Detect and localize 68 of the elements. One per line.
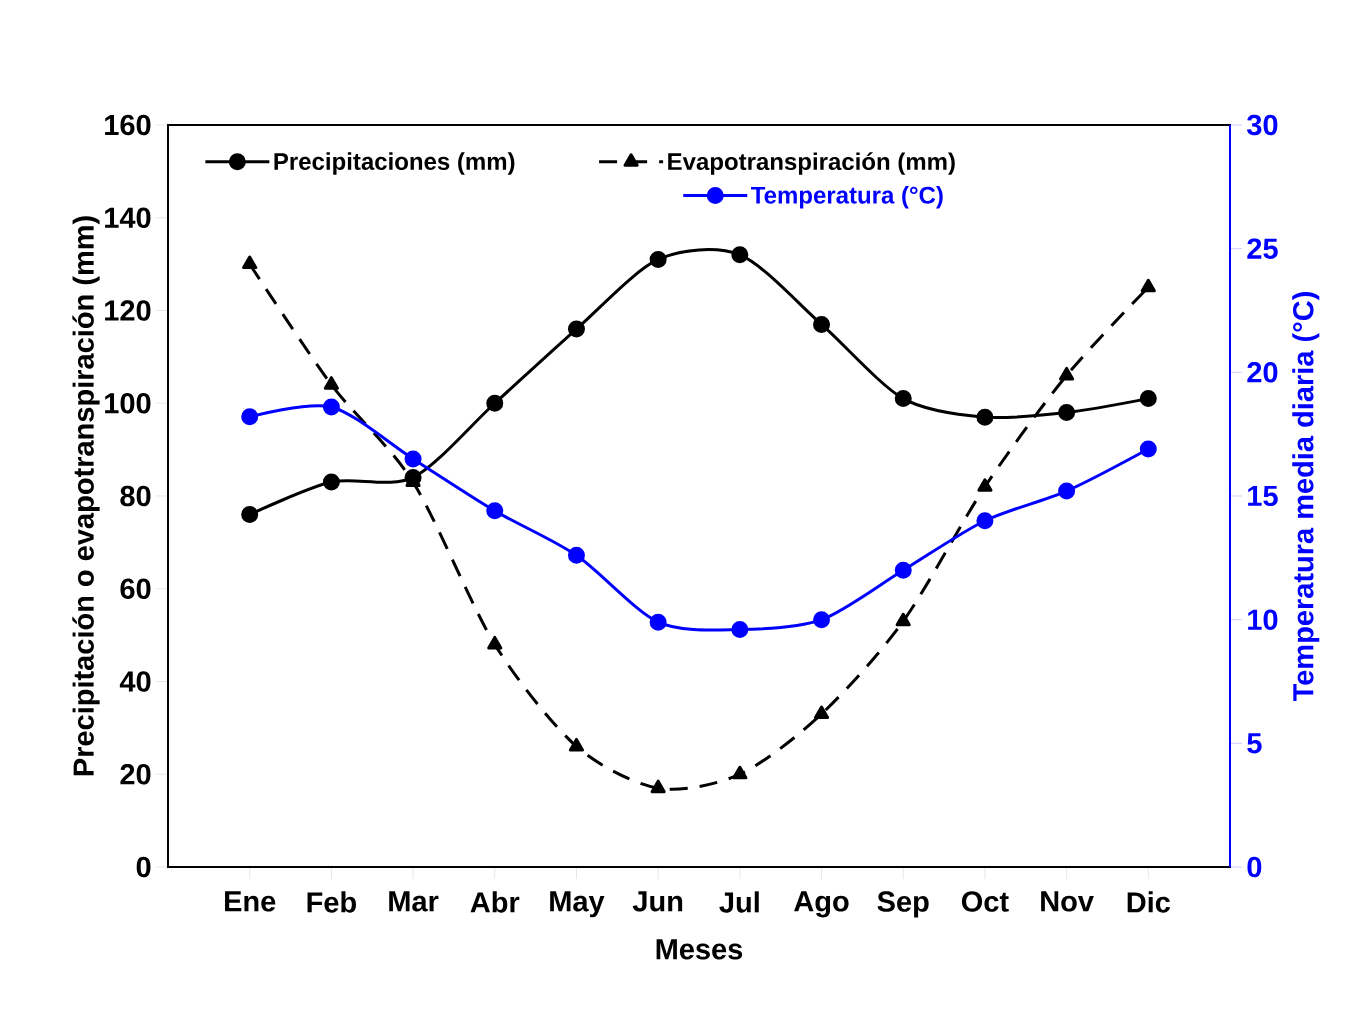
y2-tick-label: 10 (1248, 609, 1278, 630)
point (487, 635, 503, 650)
point (322, 473, 340, 491)
point (895, 612, 911, 627)
y-tick-label: 20 (120, 763, 151, 785)
y2-tick-label: 25 (1247, 238, 1278, 259)
point (567, 546, 585, 564)
x-tick-label: Dic (1127, 891, 1171, 913)
point (813, 611, 831, 629)
legend-label: Temperatura (°C) (751, 186, 943, 209)
y-tick-label: 0 (136, 856, 151, 878)
point (1059, 366, 1075, 381)
y-tick-label: 80 (120, 485, 151, 507)
x-tick-label: Nov (1041, 891, 1094, 912)
x-tick-label: Jun (632, 891, 683, 912)
y2-tick-label: 15 (1248, 485, 1278, 507)
x-tick-label: Ago (794, 891, 849, 918)
point (486, 394, 504, 412)
y-tick-label: 160 (105, 114, 151, 136)
y2-axis-title: Temperatura media diaria (°C) (1292, 292, 1320, 702)
x-tick-label: Feb (307, 891, 356, 913)
x-tick-label: Oct (961, 891, 1009, 912)
point (323, 376, 339, 390)
y-axis-title: Precipitación o evapotranspiración (mm) (72, 216, 100, 776)
y2-tick-label: 30 (1246, 114, 1278, 136)
point (1058, 482, 1076, 500)
point (894, 561, 912, 579)
y-tick-label: 100 (105, 392, 151, 414)
x-tick-label: Mar (389, 891, 439, 912)
point (567, 320, 585, 338)
point (568, 737, 585, 752)
y2-tick-label: 0 (1247, 856, 1262, 878)
point (486, 502, 504, 520)
point (1058, 404, 1076, 422)
y-tick-label: 140 (105, 207, 151, 229)
point (894, 390, 912, 408)
point (650, 779, 666, 794)
point (1140, 278, 1156, 293)
point (404, 450, 422, 468)
point (241, 506, 259, 524)
point (976, 408, 994, 426)
y2-tick-label: 5 (1247, 733, 1262, 754)
point (731, 621, 749, 639)
x-tick-label: May (550, 891, 605, 918)
point (1139, 440, 1157, 458)
y-tick-label: 40 (119, 671, 151, 692)
point (242, 255, 258, 270)
x-tick-label: Sep (877, 891, 929, 918)
point (813, 705, 830, 719)
x-tick-label: Ene (225, 891, 276, 912)
point (241, 408, 259, 426)
point (732, 765, 748, 780)
point (813, 315, 831, 333)
point (977, 478, 993, 492)
legend-label: Precipitaciones (mm) (274, 152, 515, 175)
legend-label: Evapotranspiración (mm) (668, 152, 955, 175)
point (731, 246, 749, 264)
y2-tick-label: 20 (1247, 362, 1278, 383)
point (649, 250, 667, 268)
point (1139, 390, 1157, 408)
x-tick-label: Jul (719, 891, 759, 913)
point (649, 613, 667, 631)
x-axis-title: Meses (656, 939, 743, 960)
y-tick-label: 60 (120, 578, 151, 600)
x-tick-label: Abr (470, 891, 520, 913)
point (322, 398, 340, 416)
y-tick-label: 120 (105, 300, 151, 321)
point (976, 512, 994, 530)
